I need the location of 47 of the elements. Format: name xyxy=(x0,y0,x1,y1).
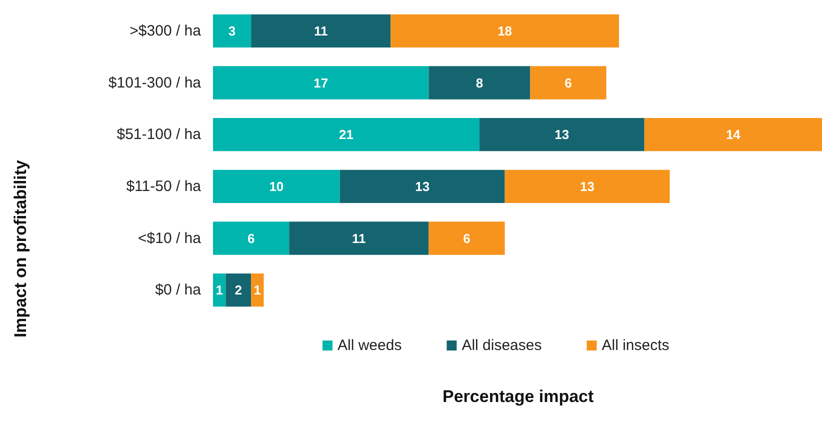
data-label: 13 xyxy=(580,178,595,194)
data-label: 1 xyxy=(254,282,262,298)
x-axis-title: Percentage impact xyxy=(442,387,594,406)
data-label: 6 xyxy=(463,230,470,246)
legend-label: All weeds xyxy=(338,337,402,354)
bar xyxy=(213,118,480,152)
y-tick-label: $11-50 / ha xyxy=(126,178,202,195)
y-tick-label: <$10 / ha xyxy=(138,230,202,247)
data-label: 10 xyxy=(269,178,284,194)
legend-label: All diseases xyxy=(462,337,542,354)
data-label: 1 xyxy=(216,282,223,298)
y-axis-title: Impact on profitability xyxy=(11,159,30,338)
bar xyxy=(390,14,619,48)
data-label: 2 xyxy=(234,282,242,298)
bar xyxy=(213,222,290,255)
bar xyxy=(530,66,606,100)
data-label: 21 xyxy=(338,127,354,142)
bar xyxy=(226,273,252,307)
data-label: 6 xyxy=(247,230,255,246)
data-label: 6 xyxy=(564,75,572,90)
data-label: 3 xyxy=(228,23,236,38)
legend-label: All insects xyxy=(602,337,670,354)
bar xyxy=(428,66,530,100)
bar xyxy=(340,170,505,204)
data-label: 14 xyxy=(726,127,742,142)
y-tick-label: $51-100 / ha xyxy=(116,126,202,144)
y-tick-label: $0 / ha xyxy=(155,282,202,299)
bar xyxy=(213,273,226,307)
bar xyxy=(213,66,429,100)
y-tick-label: $101-300 / ha xyxy=(108,74,202,92)
y-tick-label: >$300 / ha xyxy=(130,22,202,40)
bar xyxy=(504,170,670,204)
bar xyxy=(289,222,429,255)
data-label: 18 xyxy=(498,23,512,38)
data-label: 11 xyxy=(314,23,328,38)
bar xyxy=(479,118,644,152)
data-label: 8 xyxy=(476,75,484,90)
bar xyxy=(251,273,264,307)
bar xyxy=(644,118,822,152)
bar xyxy=(213,170,340,204)
data-label: 13 xyxy=(415,178,430,194)
bar xyxy=(213,14,252,48)
bar xyxy=(251,14,391,48)
bar xyxy=(428,222,505,255)
data-label: 17 xyxy=(314,75,328,90)
data-label: 11 xyxy=(352,230,366,246)
data-label: 13 xyxy=(554,127,570,142)
